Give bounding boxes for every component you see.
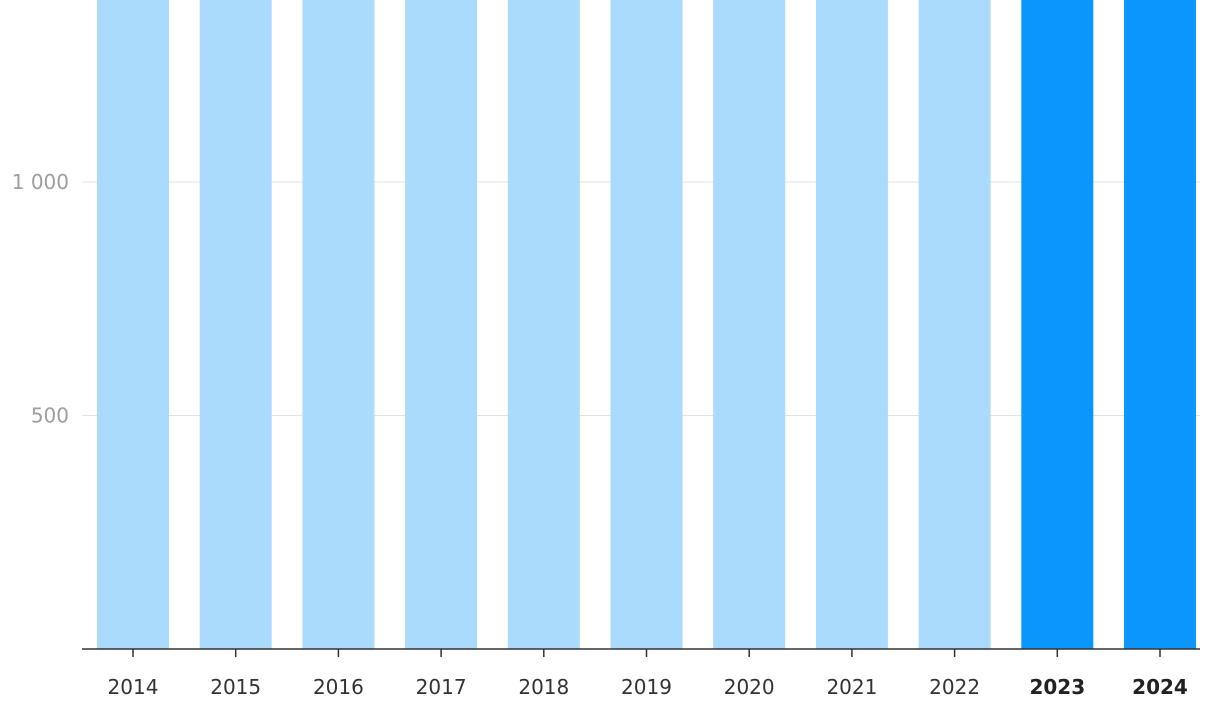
bar-2016 bbox=[302, 0, 375, 649]
bar-2020 bbox=[713, 0, 786, 649]
bar-2018 bbox=[507, 0, 580, 649]
x-tick-label-2023: 2023 bbox=[1029, 675, 1085, 699]
bar-2017 bbox=[405, 0, 478, 649]
bar-2023 bbox=[1021, 0, 1094, 649]
bar-2021 bbox=[815, 0, 888, 649]
x-tick-label-2017: 2017 bbox=[416, 675, 467, 699]
x-tick-label-2018: 2018 bbox=[518, 675, 569, 699]
bars bbox=[97, 0, 1196, 650]
x-tick-label-2016: 2016 bbox=[313, 675, 364, 699]
bar-2014 bbox=[97, 0, 169, 650]
x-axis-tick-labels: 2014 2015 2016 2017 2018 2019 2020 2021 2022 2023… bbox=[108, 649, 1188, 699]
y-tick-label: 500 bbox=[31, 404, 69, 428]
bar-2024 bbox=[1124, 0, 1196, 649]
x-tick-label-2020: 2020 bbox=[724, 675, 775, 699]
bar-2019 bbox=[610, 0, 683, 649]
x-tick-label-2024: 2024 bbox=[1132, 675, 1188, 699]
bar-2022 bbox=[918, 0, 991, 650]
x-tick-label-2021: 2021 bbox=[826, 675, 877, 699]
x-tick-label-2014: 2014 bbox=[108, 675, 159, 699]
x-tick-label-2022: 2022 bbox=[929, 675, 980, 699]
y-tick-label: 1 000 bbox=[12, 170, 69, 194]
bar-2015 bbox=[199, 0, 272, 649]
x-tick-label-2019: 2019 bbox=[621, 675, 672, 699]
x-tick-label-2015: 2015 bbox=[210, 675, 261, 699]
